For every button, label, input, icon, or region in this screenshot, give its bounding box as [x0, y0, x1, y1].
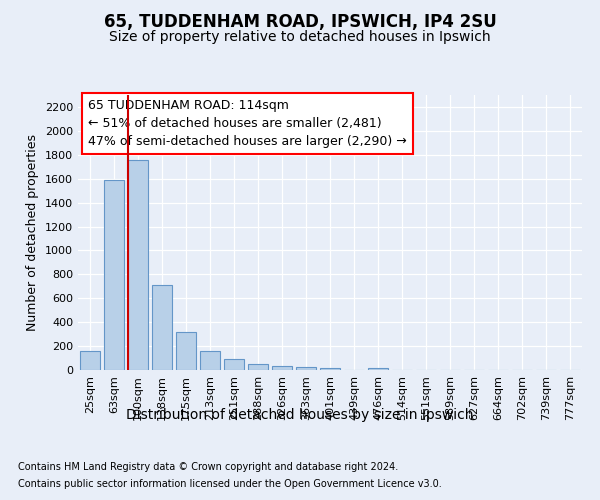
Bar — [128, 160, 148, 370]
Y-axis label: Number of detached properties: Number of detached properties — [26, 134, 40, 331]
Bar — [152, 285, 172, 370]
Text: Contains HM Land Registry data © Crown copyright and database right 2024.: Contains HM Land Registry data © Crown c… — [18, 462, 398, 472]
Bar — [272, 366, 292, 370]
Bar — [320, 368, 340, 370]
Text: 65 TUDDENHAM ROAD: 114sqm
← 51% of detached houses are smaller (2,481)
47% of se: 65 TUDDENHAM ROAD: 114sqm ← 51% of detac… — [88, 99, 407, 148]
Text: Distribution of detached houses by size in Ipswich: Distribution of detached houses by size … — [126, 408, 474, 422]
Bar — [200, 351, 220, 370]
Bar — [224, 360, 244, 370]
Bar — [296, 368, 316, 370]
Text: Size of property relative to detached houses in Ipswich: Size of property relative to detached ho… — [109, 30, 491, 44]
Text: 65, TUDDENHAM ROAD, IPSWICH, IP4 2SU: 65, TUDDENHAM ROAD, IPSWICH, IP4 2SU — [104, 12, 496, 30]
Bar — [176, 332, 196, 370]
Bar — [104, 180, 124, 370]
Bar — [368, 368, 388, 370]
Bar — [248, 364, 268, 370]
Bar — [80, 351, 100, 370]
Text: Contains public sector information licensed under the Open Government Licence v3: Contains public sector information licen… — [18, 479, 442, 489]
